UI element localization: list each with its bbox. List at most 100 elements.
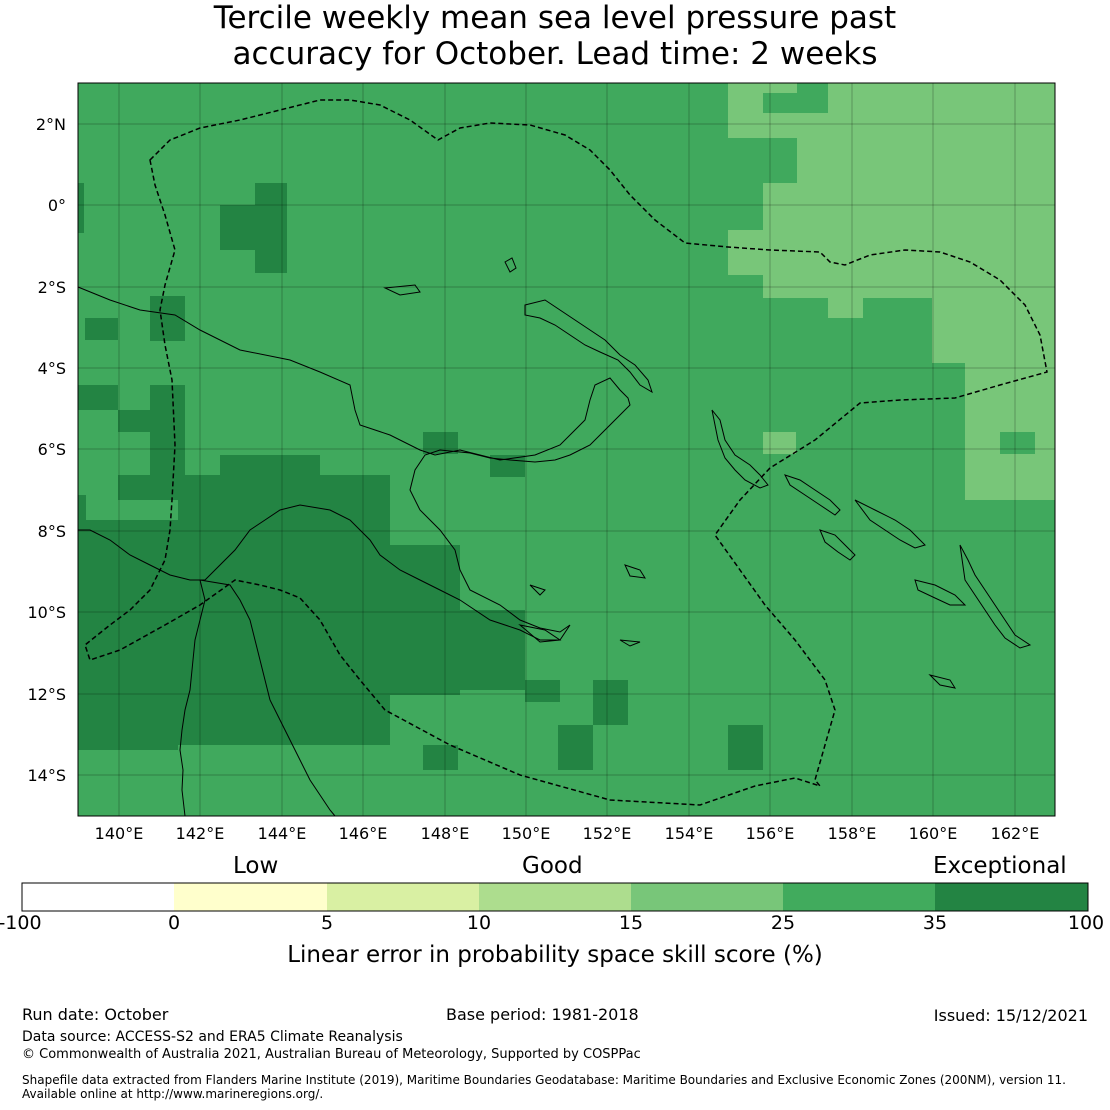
- colorbar-swatch: [327, 883, 479, 911]
- lat-tick-label: 12°S: [27, 685, 66, 704]
- colorbar-swatch: [479, 883, 631, 911]
- coastline-islands-south: [518, 564, 957, 689]
- map-cell-exceptional: [558, 725, 593, 770]
- lon-tick-label: 146°E: [339, 824, 388, 843]
- map-cell-exceptional: [525, 680, 560, 702]
- colorbar-swatch: [783, 883, 935, 911]
- coastline-australia: [179, 579, 336, 817]
- map-cell-exceptional: [220, 455, 320, 475]
- map-cell-exceptional: [390, 545, 460, 695]
- map-cell-good: [763, 183, 797, 298]
- lon-tick-label: 162°E: [991, 824, 1040, 843]
- colorbar-swatch: [935, 883, 1088, 911]
- coastline-solomons-5: [959, 544, 1032, 649]
- map-cell-exceptional: [118, 410, 150, 432]
- map-cell-good: [728, 230, 763, 275]
- colorbar-swatch: [22, 883, 174, 911]
- lon-tick-label: 140°E: [95, 824, 144, 843]
- map-cell-exceptional: [593, 680, 628, 725]
- colorbar-tick-label: 10: [466, 912, 492, 934]
- lat-tick-label: 4°S: [38, 359, 66, 378]
- map-cell-exceptional: [150, 296, 185, 341]
- map-cell-exceptional: [255, 183, 287, 273]
- map-cell-exceptional: [118, 475, 178, 500]
- map-cell-good: [828, 83, 1055, 298]
- map-cell-exceptional: [423, 745, 458, 770]
- lon-tick-label: 148°E: [421, 824, 470, 843]
- map-cell-medium: [763, 93, 828, 113]
- coastline-solomons-1: [784, 474, 841, 516]
- colorbar-tick-label: -100: [0, 912, 42, 934]
- map-cells: [78, 83, 1055, 770]
- lat-tick-label: 6°S: [38, 440, 66, 459]
- colorbar-tick-label: 5: [320, 912, 334, 934]
- run-date: Run date: October: [22, 1005, 169, 1024]
- copyright: © Commonwealth of Australia 2021, Austra…: [22, 1047, 641, 1062]
- lon-tick-label: 142°E: [176, 824, 225, 843]
- map-cell-exceptional: [320, 475, 355, 500]
- lat-tick-label: 0°: [48, 196, 66, 215]
- map-cell-good: [965, 363, 1055, 500]
- map-cell-exceptional: [78, 520, 178, 750]
- coastline-solomons-3: [819, 529, 856, 561]
- coastline-solomons-4: [914, 579, 967, 606]
- map-cell-exceptional: [78, 495, 86, 520]
- map-gridlines: [78, 83, 1055, 816]
- lat-tick-label: 10°S: [27, 603, 66, 622]
- lon-tick-labels: 140°E 142°E 144°E 146°E 148°E 150°E 152°…: [95, 824, 1040, 843]
- eez-png-boundary: [84, 99, 1048, 806]
- map-cell-exceptional: [178, 475, 390, 745]
- map-frame: [77, 82, 1056, 817]
- colorbar-label: Linear error in probability space skill …: [287, 942, 823, 968]
- shapefile-credit-line-1: Shapefile data extracted from Flanders M…: [22, 1073, 1066, 1087]
- colorbar-category-low: Low: [233, 853, 279, 879]
- coastline-new-guinea: [77, 286, 631, 641]
- colorbar-category-good: Good: [522, 853, 583, 879]
- map-cell-good: [828, 298, 863, 318]
- coastline-new-britain: [524, 299, 653, 394]
- map-cell-exceptional: [728, 725, 763, 770]
- lon-tick-label: 154°E: [665, 824, 714, 843]
- colorbar-swatch: [174, 883, 327, 911]
- map-cell-exceptional: [423, 432, 458, 454]
- lat-tick-label: 2°S: [38, 278, 66, 297]
- coastlines: [77, 257, 1032, 817]
- colorbar: [21, 882, 1089, 912]
- map-cell-exceptional: [78, 385, 118, 410]
- colorbar-tick-label: 0: [167, 912, 181, 934]
- lon-tick-label: 144°E: [258, 824, 307, 843]
- map-cell-exceptional: [85, 318, 118, 340]
- map-cell-exceptional: [78, 745, 84, 750]
- colorbar-tick-label: 100: [1067, 912, 1105, 934]
- colorbar-tick-label: 25: [770, 912, 796, 934]
- title-line-2: accuracy for October. Lead time: 2 weeks: [232, 36, 878, 72]
- issued-date: Issued: 15/12/2021: [933, 1006, 1088, 1025]
- colorbar-tick-label: 35: [922, 912, 948, 934]
- shapefile-credit-line-2: Available online at http://www.marinereg…: [22, 1087, 324, 1101]
- lat-tick-label: 2°N: [36, 115, 66, 134]
- coastline-new-ireland: [383, 257, 517, 296]
- data-source: Data source: ACCESS-S2 and ERA5 Climate …: [22, 1029, 403, 1045]
- map-cell-exceptional: [150, 385, 185, 475]
- colorbar-frame: [21, 882, 1089, 912]
- title-line-1: Tercile weekly mean sea level pressure p…: [213, 0, 897, 36]
- eez-boundaries: [84, 99, 1048, 806]
- lon-tick-label: 152°E: [583, 824, 632, 843]
- lon-tick-label: 160°E: [909, 824, 958, 843]
- lat-tick-label: 8°S: [38, 522, 66, 541]
- map-cell-medium: [797, 83, 828, 93]
- map-cell-exceptional: [460, 610, 525, 690]
- lat-tick-label: 14°S: [27, 766, 66, 785]
- lat-tick-labels: 2°N 0° 2°S 4°S 6°S 8°S 10°S 12°S 14°S: [27, 115, 66, 785]
- map-cell-good: [932, 298, 1055, 363]
- map-cell-good: [797, 138, 828, 298]
- colorbar-tick-label: 15: [618, 912, 644, 934]
- lon-tick-label: 150°E: [502, 824, 551, 843]
- chart-title: Tercile weekly mean sea level pressure p…: [0, 0, 1110, 72]
- map-cell-good: [763, 432, 796, 454]
- colorbar-swatch: [631, 883, 783, 911]
- map-cell-medium: [1000, 432, 1035, 454]
- base-period: Base period: 1981-2018: [446, 1005, 639, 1024]
- map-cell-exceptional: [78, 183, 84, 233]
